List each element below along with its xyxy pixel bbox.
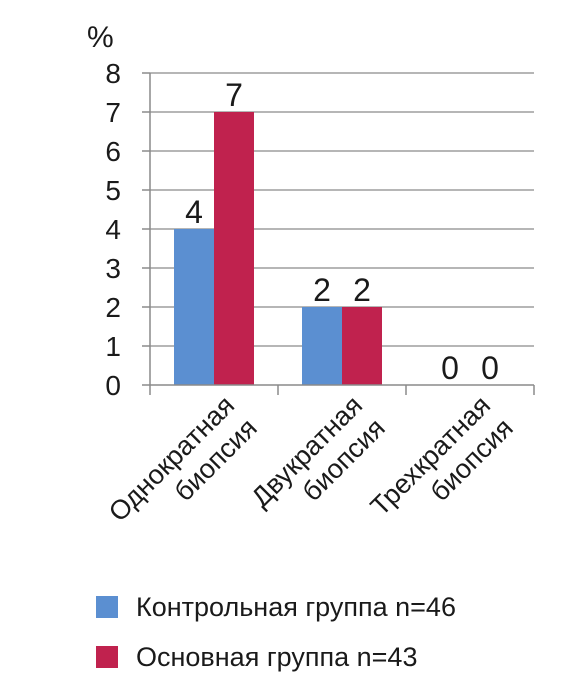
- y-tick-label: 8: [105, 58, 121, 89]
- y-tick-label: 6: [105, 136, 121, 167]
- legend-label-main: Основная группа n=43: [136, 641, 418, 672]
- legend-item-control: Контрольная группа n=46: [96, 592, 456, 622]
- y-tick-label: 2: [105, 292, 121, 323]
- y-tick-label: 4: [105, 214, 121, 245]
- data-label: 0: [441, 350, 459, 386]
- y-tick-label: 7: [105, 97, 121, 128]
- bar: [342, 307, 382, 385]
- data-label: 4: [185, 194, 203, 230]
- y-tick-label: 0: [105, 370, 121, 401]
- category-label: Двукратнаябиопсия: [245, 390, 390, 535]
- data-label: 2: [353, 272, 371, 308]
- data-label: 7: [225, 77, 243, 113]
- legend-swatch-main: [96, 646, 118, 668]
- axes: [142, 72, 535, 395]
- y-tick-label: 3: [105, 253, 121, 284]
- bar: [174, 229, 214, 385]
- legend: Контрольная группа n=46 Основная группа …: [96, 592, 456, 692]
- data-label: 0: [481, 350, 499, 386]
- y-axis-unit: %: [87, 21, 114, 54]
- category-label: Однократнаябиопсия: [103, 390, 263, 550]
- y-ticks: 0 1 2 3 4 5 6 7 8: [105, 58, 121, 401]
- bar: [302, 307, 342, 385]
- bar: [214, 112, 254, 385]
- legend-swatch-control: [96, 596, 118, 618]
- y-tick-label: 5: [105, 175, 121, 206]
- y-tick-label: 1: [105, 331, 121, 362]
- category-labels: ОднократнаябиопсияДвукратнаябиопсияТрехк…: [103, 390, 519, 550]
- bars: [174, 112, 382, 385]
- data-label: 2: [313, 272, 331, 308]
- legend-item-main: Основная группа n=43: [96, 642, 456, 672]
- data-labels: 4 7 2 2 0 0: [185, 77, 499, 386]
- legend-label-control: Контрольная группа n=46: [136, 591, 456, 622]
- category-label: Трехкратнаябиопсия: [365, 390, 519, 544]
